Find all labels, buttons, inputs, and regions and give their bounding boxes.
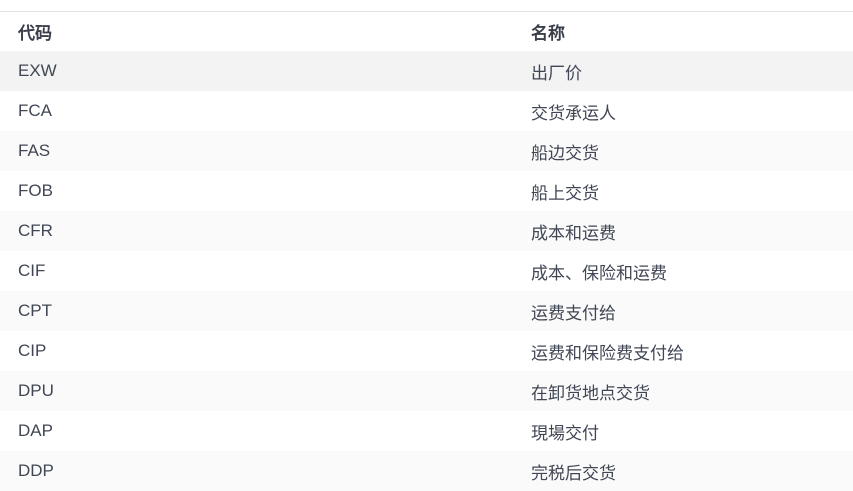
column-header-name: 名称	[531, 24, 565, 43]
cell-name: 出厂价	[531, 51, 853, 91]
cell-code: DDP	[0, 451, 531, 491]
cell-code: DPU	[0, 371, 531, 411]
cell-name: 完税后交货	[531, 451, 853, 491]
table-row: CFR 成本和运费	[0, 211, 853, 251]
table-row: FAS 船边交货	[0, 131, 853, 171]
cell-name: 成本和运费	[531, 211, 853, 251]
cell-code: CIP	[18, 341, 47, 360]
cell-name: 成本、保险和运费	[531, 263, 667, 283]
table-row: FCA 交货承运人	[0, 91, 853, 131]
table-row: CPT 运费支付给	[0, 291, 853, 331]
cell-name: 船上交货	[531, 183, 599, 203]
cell-code: CFR	[0, 211, 531, 251]
table-row: DAP 現場交付	[0, 411, 853, 451]
table-row: CIP 运费和保险费支付给	[0, 331, 853, 371]
cell-name: 船边交货	[531, 131, 853, 171]
table-row: FOB 船上交货	[0, 171, 853, 211]
incoterms-table: 代码 名称 EXW 出厂价 FCA 交货承运人 FAS 船边交货 FOB 船上交货 CFR 成本和…	[0, 11, 853, 491]
cell-code: FAS	[0, 131, 531, 171]
cell-code: DAP	[18, 421, 53, 440]
cell-name: 运费支付给	[531, 291, 853, 331]
cell-code: FCA	[18, 101, 52, 120]
cell-code: CIF	[18, 261, 46, 280]
cell-code: FOB	[18, 181, 53, 200]
column-header-code: 代码	[18, 24, 52, 43]
table-row: EXW 出厂价	[0, 51, 853, 91]
cell-code: EXW	[0, 51, 531, 91]
cell-name: 运费和保险费支付给	[531, 343, 684, 363]
cell-name: 交货承运人	[531, 103, 616, 123]
table-row: DDP 完税后交货	[0, 451, 853, 491]
table-header-row: 代码 名称	[0, 12, 853, 52]
cell-name: 現場交付	[531, 423, 599, 443]
table-row: DPU 在卸货地点交货	[0, 371, 853, 411]
table-row: CIF 成本、保险和运费	[0, 251, 853, 291]
cell-code: CPT	[0, 291, 531, 331]
cell-name: 在卸货地点交货	[531, 371, 853, 411]
